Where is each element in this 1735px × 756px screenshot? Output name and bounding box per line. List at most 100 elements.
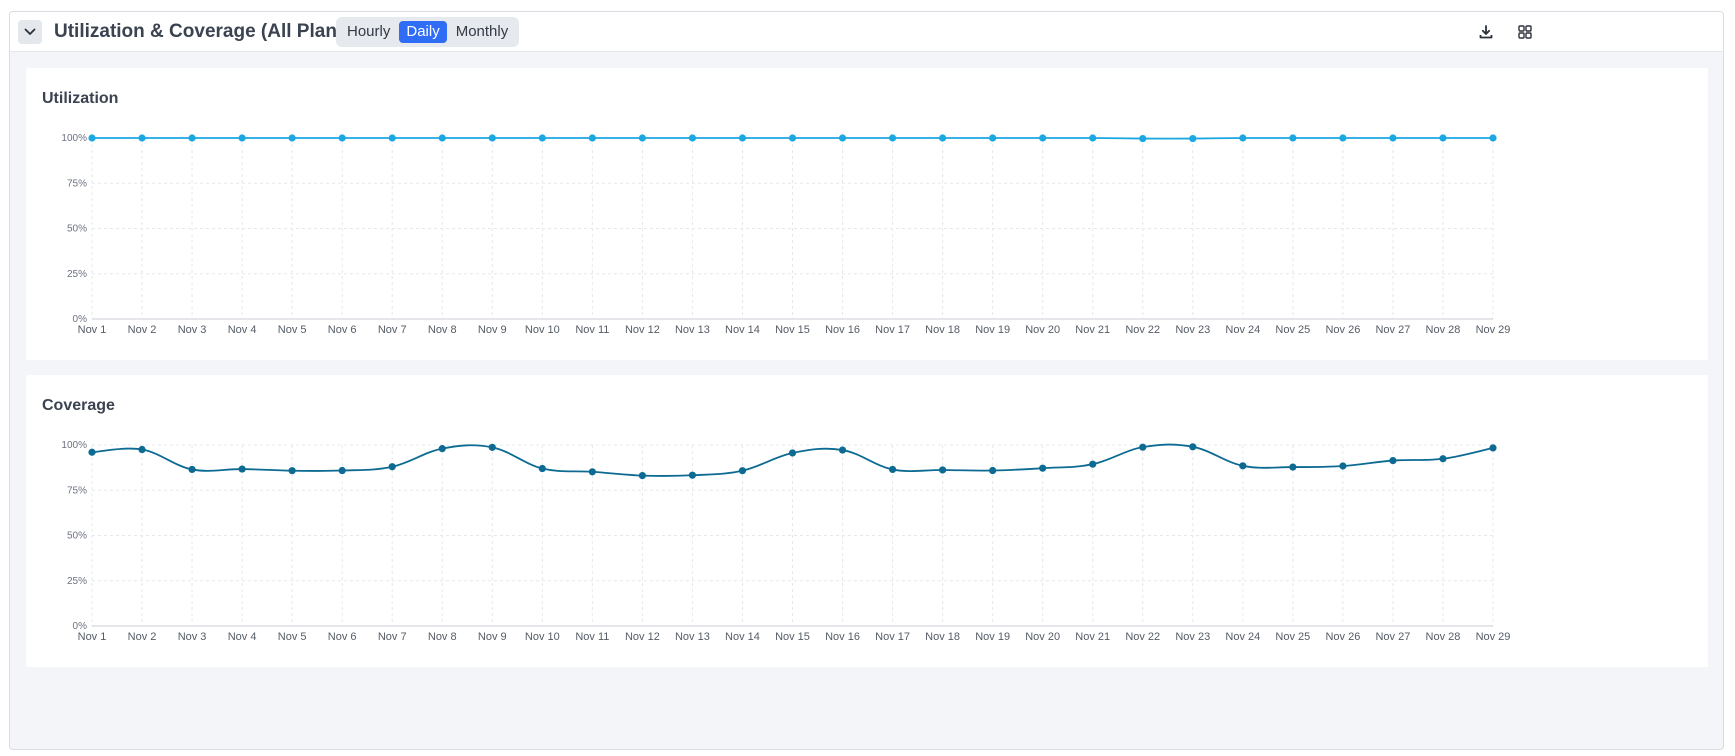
utilization-coverage-panel: Utilization & Coverage (All Plans) Hourl… bbox=[9, 11, 1724, 750]
utilization-data-point[interactable] bbox=[1089, 134, 1097, 142]
coverage-x-tick-label: Nov 24 bbox=[1225, 631, 1260, 643]
utilization-data-point[interactable] bbox=[88, 134, 96, 142]
coverage-x-tick-label: Nov 13 bbox=[675, 631, 710, 643]
utilization-data-point[interactable] bbox=[288, 134, 296, 142]
coverage-y-tick-label: 100% bbox=[61, 440, 87, 451]
utilization-data-point[interactable] bbox=[238, 134, 246, 142]
coverage-data-point[interactable] bbox=[1189, 443, 1197, 451]
coverage-x-tick-label: Nov 17 bbox=[875, 631, 910, 643]
coverage-data-point[interactable] bbox=[738, 467, 747, 475]
coverage-data-point[interactable] bbox=[1139, 443, 1147, 451]
utilization-x-tick-label: Nov 22 bbox=[1125, 324, 1160, 336]
utilization-data-point[interactable] bbox=[338, 134, 346, 142]
coverage-x-tick-label: Nov 25 bbox=[1275, 631, 1310, 643]
utilization-data-point[interactable] bbox=[788, 134, 797, 142]
utilization-x-tick-label: Nov 8 bbox=[428, 324, 457, 336]
coverage-data-point[interactable] bbox=[989, 466, 997, 475]
coverage-data-point[interactable] bbox=[1039, 464, 1047, 472]
utilization-chart-title: Utilization bbox=[42, 90, 119, 107]
utilization-x-tick-label: Nov 5 bbox=[278, 324, 307, 336]
utilization-data-point[interactable] bbox=[138, 134, 146, 142]
coverage-data-point[interactable] bbox=[538, 464, 546, 473]
coverage-data-point[interactable] bbox=[288, 467, 296, 475]
coverage-data-point[interactable] bbox=[1389, 456, 1397, 465]
utilization-data-point[interactable] bbox=[1439, 134, 1447, 142]
coverage-data-point[interactable] bbox=[688, 471, 697, 479]
utilization-x-tick-label: Nov 26 bbox=[1325, 324, 1360, 336]
coverage-x-tick-label: Nov 23 bbox=[1175, 631, 1210, 643]
coverage-x-tick-label: Nov 2 bbox=[128, 631, 157, 643]
coverage-data-point[interactable] bbox=[939, 466, 947, 474]
utilization-data-point[interactable] bbox=[588, 134, 596, 142]
utilization-x-tick-label: Nov 18 bbox=[925, 324, 960, 336]
coverage-data-point[interactable] bbox=[238, 465, 246, 473]
coverage-data-point[interactable] bbox=[788, 449, 797, 457]
utilization-y-tick-label: 75% bbox=[67, 178, 87, 189]
utilization-data-point[interactable] bbox=[989, 134, 997, 142]
utilization-data-point[interactable] bbox=[188, 134, 196, 142]
coverage-data-point[interactable] bbox=[1439, 455, 1447, 463]
coverage-data-point[interactable] bbox=[388, 463, 396, 471]
utilization-data-point[interactable] bbox=[1389, 134, 1397, 142]
utilization-data-point[interactable] bbox=[438, 134, 446, 142]
coverage-x-tick-label: Nov 28 bbox=[1426, 631, 1461, 643]
granularity-hourly[interactable]: Hourly bbox=[347, 23, 391, 40]
layout-button[interactable] bbox=[1514, 21, 1536, 43]
coverage-data-point[interactable] bbox=[1289, 463, 1297, 471]
utilization-data-point[interactable] bbox=[688, 134, 697, 142]
utilization-data-point[interactable] bbox=[1289, 134, 1297, 142]
utilization-data-point[interactable] bbox=[488, 134, 496, 142]
coverage-data-point[interactable] bbox=[1239, 462, 1247, 470]
coverage-data-point[interactable] bbox=[88, 448, 96, 456]
coverage-x-tick-label: Nov 12 bbox=[625, 631, 660, 643]
utilization-data-point[interactable] bbox=[838, 134, 847, 142]
coverage-data-point[interactable] bbox=[838, 446, 847, 454]
granularity-daily[interactable]: Daily bbox=[399, 21, 447, 43]
utilization-data-point[interactable] bbox=[1139, 134, 1147, 143]
utilization-x-tick-label: Nov 16 bbox=[825, 324, 860, 336]
utilization-data-point[interactable] bbox=[1189, 134, 1197, 143]
utilization-data-point[interactable] bbox=[738, 134, 747, 142]
coverage-x-tick-label: Nov 27 bbox=[1375, 631, 1410, 643]
coverage-data-point[interactable] bbox=[1489, 444, 1497, 452]
coverage-x-tick-label: Nov 7 bbox=[378, 631, 407, 643]
granularity-monthly[interactable]: Monthly bbox=[455, 23, 509, 40]
coverage-x-tick-label: Nov 22 bbox=[1125, 631, 1160, 643]
coverage-data-point[interactable] bbox=[188, 465, 196, 474]
utilization-data-point[interactable] bbox=[638, 134, 646, 142]
utilization-x-tick-label: Nov 1 bbox=[78, 324, 107, 336]
utilization-data-point[interactable] bbox=[1339, 134, 1347, 142]
coverage-x-tick-label: Nov 4 bbox=[228, 631, 257, 643]
utilization-data-point[interactable] bbox=[888, 134, 897, 142]
coverage-data-point[interactable] bbox=[588, 468, 596, 476]
coverage-gridlines bbox=[91, 444, 1494, 626]
coverage-data-point[interactable] bbox=[1089, 460, 1097, 468]
utilization-data-point[interactable] bbox=[1039, 134, 1047, 142]
coverage-x-tick-label: Nov 8 bbox=[428, 631, 457, 643]
coverage-x-tick-label: Nov 14 bbox=[725, 631, 760, 643]
collapse-button[interactable] bbox=[18, 20, 42, 44]
utilization-x-tick-label: Nov 6 bbox=[328, 324, 357, 336]
utilization-x-tick-label: Nov 9 bbox=[478, 324, 507, 336]
utilization-data-point[interactable] bbox=[538, 134, 546, 142]
coverage-data-point[interactable] bbox=[338, 466, 346, 475]
utilization-y-tick-label: 0% bbox=[73, 314, 88, 325]
coverage-data-point[interactable] bbox=[438, 445, 446, 453]
utilization-x-tick-label: Nov 19 bbox=[975, 324, 1010, 336]
utilization-data-point[interactable] bbox=[939, 134, 947, 142]
utilization-data-point[interactable] bbox=[1239, 134, 1247, 142]
utilization-x-tick-label: Nov 27 bbox=[1375, 324, 1410, 336]
coverage-data-point[interactable] bbox=[1339, 462, 1347, 470]
coverage-x-tick-label: Nov 5 bbox=[278, 631, 307, 643]
coverage-data-point[interactable] bbox=[638, 471, 646, 480]
coverage-x-tick-label: Nov 21 bbox=[1075, 631, 1110, 643]
utilization-chart-card: Utilization 0% 25% 50% 75% 100% Nov 1 Nov 2 Nov… bbox=[26, 68, 1708, 360]
coverage-data-point[interactable] bbox=[888, 465, 897, 474]
utilization-chart: 0% 25% 50% 75% 100% Nov 1 Nov 2 Nov 3 Nov 4 Nov 5… bbox=[61, 133, 1510, 336]
coverage-x-tick-label: Nov 6 bbox=[328, 631, 357, 643]
download-button[interactable] bbox=[1475, 21, 1497, 43]
utilization-data-point[interactable] bbox=[1489, 134, 1497, 142]
coverage-data-point[interactable] bbox=[488, 443, 496, 451]
coverage-data-point[interactable] bbox=[138, 445, 146, 454]
utilization-data-point[interactable] bbox=[388, 134, 396, 142]
